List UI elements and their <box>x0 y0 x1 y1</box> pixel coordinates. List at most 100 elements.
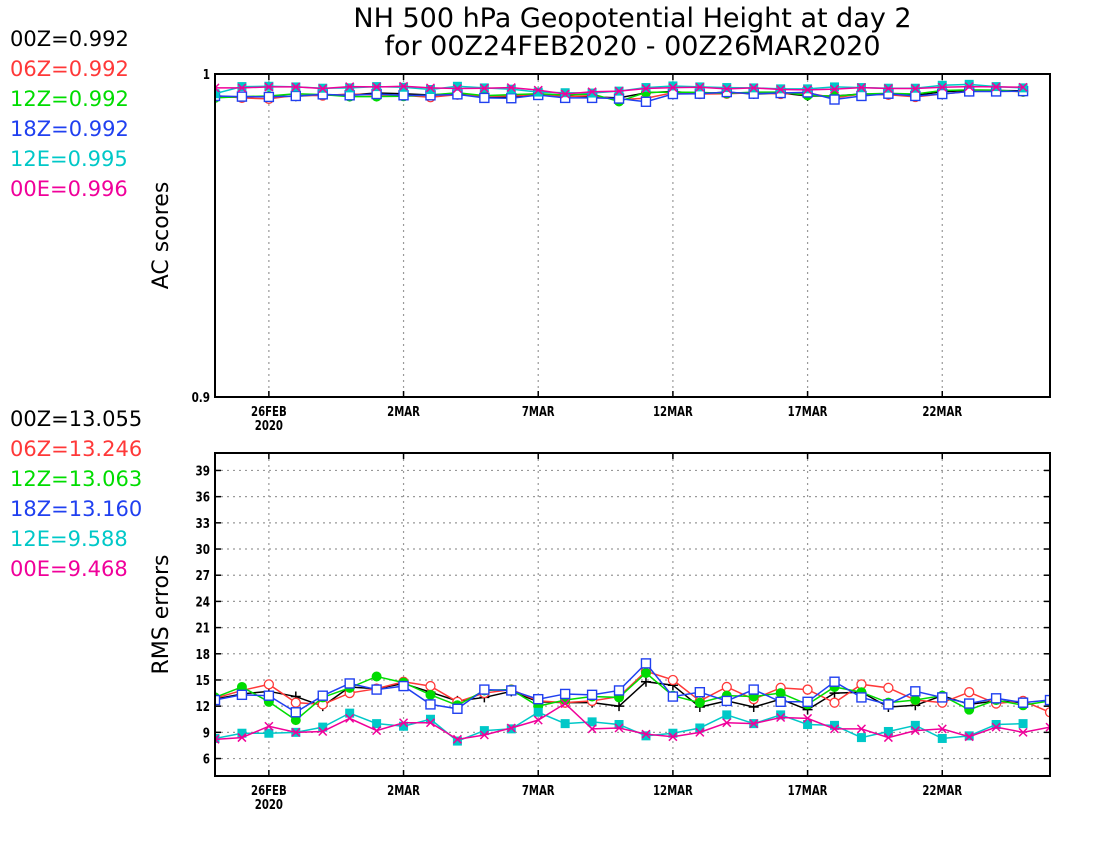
marker-00e <box>533 715 543 725</box>
marker-00e <box>291 727 301 737</box>
marker-18z <box>506 685 517 696</box>
plot-frame <box>214 73 1051 398</box>
marker-18z <box>721 695 732 707</box>
marker-18z <box>452 703 463 714</box>
y-tick-label: 33 <box>196 516 210 531</box>
legend-entry-06z: 06Z=13.246 <box>10 437 143 461</box>
marker-12e <box>668 81 678 91</box>
marker-18z <box>236 689 248 701</box>
marker-18z <box>829 94 840 105</box>
legend-entry-12e: 12E=0.995 <box>10 147 128 171</box>
marker-18z <box>829 676 840 687</box>
marker-06z <box>802 684 813 695</box>
legend-entry-06z: 06Z=0.992 <box>10 57 129 81</box>
marker-12e <box>372 719 382 729</box>
marker-00e <box>506 83 516 93</box>
marker-18z <box>802 696 813 707</box>
marker-18z <box>1044 694 1050 706</box>
series-layer <box>215 79 1029 107</box>
marker-12e <box>991 719 1001 729</box>
marker-18z <box>290 90 302 102</box>
marker-18z <box>613 685 625 696</box>
x-tick-sublabel: 2020 <box>255 797 283 813</box>
y-tick-label: 39 <box>196 463 210 478</box>
marker-06z <box>667 674 679 686</box>
marker-18z <box>937 692 948 703</box>
marker-00e <box>215 83 220 93</box>
chart-title: NH 500 hPa Geopotential Height at day 2 … <box>215 5 1050 61</box>
marker-00e <box>264 721 274 731</box>
marker-00e <box>237 733 247 743</box>
marker-00e <box>641 729 651 739</box>
marker-18z <box>910 686 921 697</box>
marker-00e <box>964 732 974 742</box>
marker-00e <box>372 726 382 736</box>
marker-12e <box>883 726 893 736</box>
y-tick-label: 15 <box>196 673 210 688</box>
marker-12e <box>345 708 355 718</box>
y-tick-label: 9 <box>203 725 210 740</box>
title-line-1: NH 500 hPa Geopotential Height at day 2 <box>353 3 912 34</box>
y-axis-label: AC scores <box>149 182 174 290</box>
marker-00e <box>722 718 732 728</box>
marker-00e <box>318 726 328 737</box>
marker-00e <box>399 718 409 728</box>
marker-12e <box>452 81 462 91</box>
marker-18z <box>371 684 382 695</box>
marker-18z <box>856 692 867 703</box>
marker-00e <box>560 89 570 99</box>
rms-legend: 00Z=13.055 06Z=13.246 12Z=13.063 18Z=13.… <box>10 404 142 584</box>
marker-00e <box>372 82 382 92</box>
series-line-18z <box>215 662 1050 714</box>
marker-12e <box>506 84 516 94</box>
y-tick-label: 21 <box>196 620 210 635</box>
marker-00e <box>1018 82 1028 92</box>
marker-00z <box>640 676 651 687</box>
marker-06z <box>964 687 975 698</box>
x-tick-label: 22MAR <box>922 783 962 799</box>
legend-entry-00z: 00Z=0.992 <box>10 27 129 51</box>
x-tick-label: 26FEB <box>251 783 287 799</box>
marker-00e <box>452 84 462 94</box>
marker-18z <box>398 90 409 101</box>
marker-00e <box>910 726 920 736</box>
marker-00e <box>937 82 947 92</box>
marker-18z <box>215 694 221 706</box>
marker-12e <box>641 731 651 741</box>
marker-06z <box>263 679 275 690</box>
marker-06z <box>1044 707 1050 718</box>
marker-12z <box>775 688 786 699</box>
marker-12z <box>694 697 705 708</box>
x-tick-label: 2MAR <box>387 404 420 420</box>
ac-legend: 00Z=0.992 06Z=0.992 12Z=0.992 18Z=0.992 … <box>10 24 129 204</box>
marker-12e <box>722 710 732 720</box>
marker-12e <box>587 717 597 727</box>
marker-12e <box>479 726 489 736</box>
legend-entry-18z: 18Z=0.992 <box>10 117 129 141</box>
marker-00e <box>829 724 840 734</box>
marker-12e <box>264 728 274 738</box>
marker-12e <box>345 83 355 93</box>
x-tick-label: 7MAR <box>522 404 555 420</box>
x-tick-label: 22MAR <box>922 404 962 420</box>
x-tick-label: 17MAR <box>788 783 828 799</box>
marker-00e <box>668 732 678 742</box>
marker-00e <box>937 724 947 734</box>
marker-12z <box>371 671 382 682</box>
marker-00e <box>506 723 516 733</box>
x-tick-label: 12MAR <box>653 404 693 420</box>
marker-00e <box>318 84 328 94</box>
marker-00e <box>883 733 893 743</box>
marker-12e <box>722 83 732 93</box>
y-tick-label: 1 <box>203 67 210 82</box>
legend-entry-12z: 12Z=0.992 <box>10 87 129 111</box>
marker-12e <box>237 82 247 92</box>
marker-12e <box>425 85 435 95</box>
marker-00e <box>856 724 866 734</box>
y-tick-label: 6 <box>203 751 210 766</box>
marker-00e <box>991 82 1001 92</box>
marker-12e <box>830 82 840 92</box>
marker-12z <box>910 695 921 706</box>
marker-18z <box>748 684 759 695</box>
marker-12e <box>533 87 543 97</box>
